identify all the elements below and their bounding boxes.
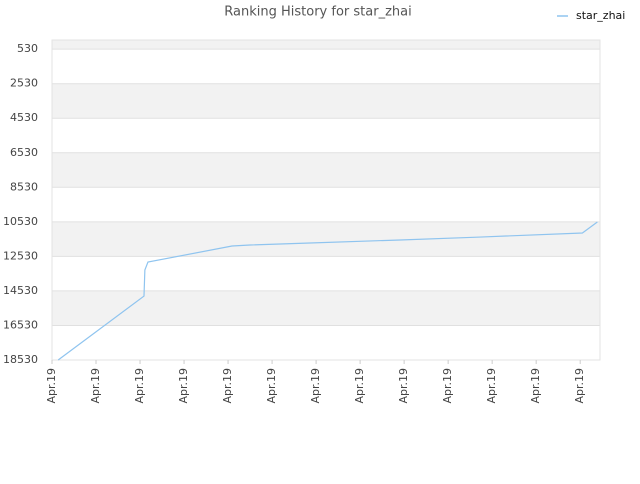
data-line (57, 221, 598, 361)
x-tick-label: Apr.19 (133, 368, 146, 404)
plot-border (51, 39, 601, 361)
y-tick-label: 14530 (3, 284, 38, 297)
x-tick-label: Apr.19 (45, 368, 58, 404)
x-tick-label: Apr.19 (353, 368, 366, 404)
grid-band (52, 187, 600, 222)
y-tick-label: 2530 (10, 77, 38, 90)
y-tick-label: 12530 (3, 249, 38, 262)
y-tick-label: 530 (17, 42, 38, 55)
x-tick-label: Apr.19 (573, 368, 586, 404)
y-tick-label: 6530 (10, 146, 38, 159)
x-tick-label: Apr.19 (441, 368, 454, 404)
legend-label: star_zhai (576, 9, 625, 22)
y-tick-label: 4530 (10, 111, 38, 124)
y-tick-label: 8530 (10, 180, 38, 193)
x-tick-label: Apr.19 (397, 368, 410, 404)
y-tick-label: 10530 (3, 215, 38, 228)
grid-band (52, 118, 600, 153)
x-tick-label: Apr.19 (221, 368, 234, 404)
x-tick-label: Apr.19 (309, 368, 322, 404)
chart-title: Ranking History for star_zhai (224, 5, 411, 20)
grid-band (52, 325, 600, 360)
y-tick-label: 18530 (3, 353, 38, 366)
grid-band (52, 256, 600, 291)
x-tick-label: Apr.19 (485, 368, 498, 404)
grid-band (52, 49, 600, 84)
x-tick-label: Apr.19 (177, 368, 190, 404)
x-tick-label: Apr.19 (265, 368, 278, 404)
x-tick-label: Apr.19 (89, 368, 102, 404)
x-tick-label: Apr.19 (529, 368, 542, 404)
y-tick-label: 16530 (3, 318, 38, 331)
